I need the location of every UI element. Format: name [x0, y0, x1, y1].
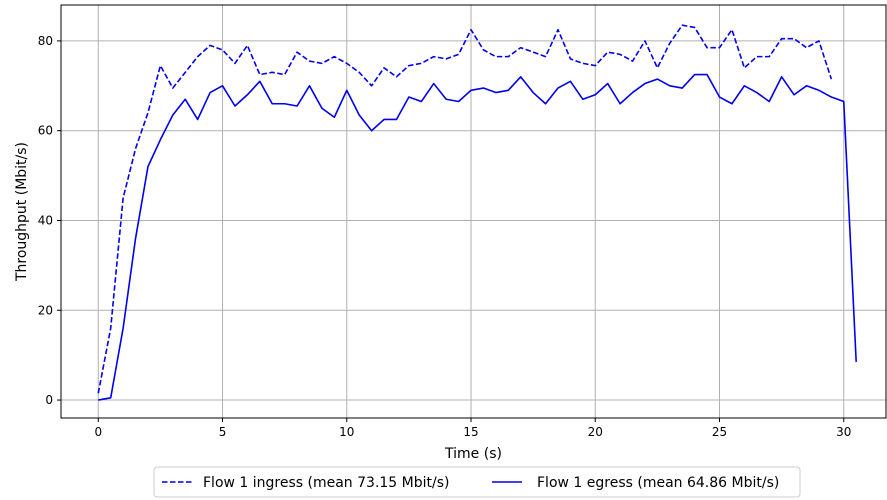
- series-line-egress: [98, 73, 857, 401]
- series-layer: [97, 24, 857, 401]
- y-tick-label: 80: [38, 34, 53, 48]
- x-tick-label: 10: [339, 425, 354, 439]
- y-tick-label: 20: [38, 303, 53, 317]
- ticks: 0 5 10 15 20 25 30 0 20 40 60 80: [38, 34, 852, 439]
- y-tick-label: 40: [38, 213, 53, 227]
- x-tick-label: 20: [588, 425, 603, 439]
- legend-entry-ingress: Flow 1 ingress (mean 73.15 Mbit/s): [203, 475, 449, 491]
- plot-frame: [60, 4, 887, 419]
- x-tick-label: 25: [712, 425, 727, 439]
- x-tick-label: 5: [219, 425, 227, 439]
- x-tick-label: 0: [94, 425, 102, 439]
- legend-entry-egress: Flow 1 egress (mean 64.86 Mbit/s): [537, 475, 779, 491]
- x-tick-label: 15: [463, 425, 478, 439]
- y-axis-label: Throughput (Mbit/s): [14, 142, 30, 282]
- y-tick-label: 0: [45, 393, 53, 407]
- series-line-ingress: [97, 24, 833, 394]
- legend: Flow 1 ingress (mean 73.15 Mbit/s) Flow …: [153, 466, 801, 498]
- y-tick-label: 60: [38, 124, 53, 138]
- grid: [61, 5, 886, 418]
- legend-box: [153, 466, 801, 498]
- x-tick-label: 30: [836, 425, 851, 439]
- x-axis-label: Time (s): [444, 446, 502, 462]
